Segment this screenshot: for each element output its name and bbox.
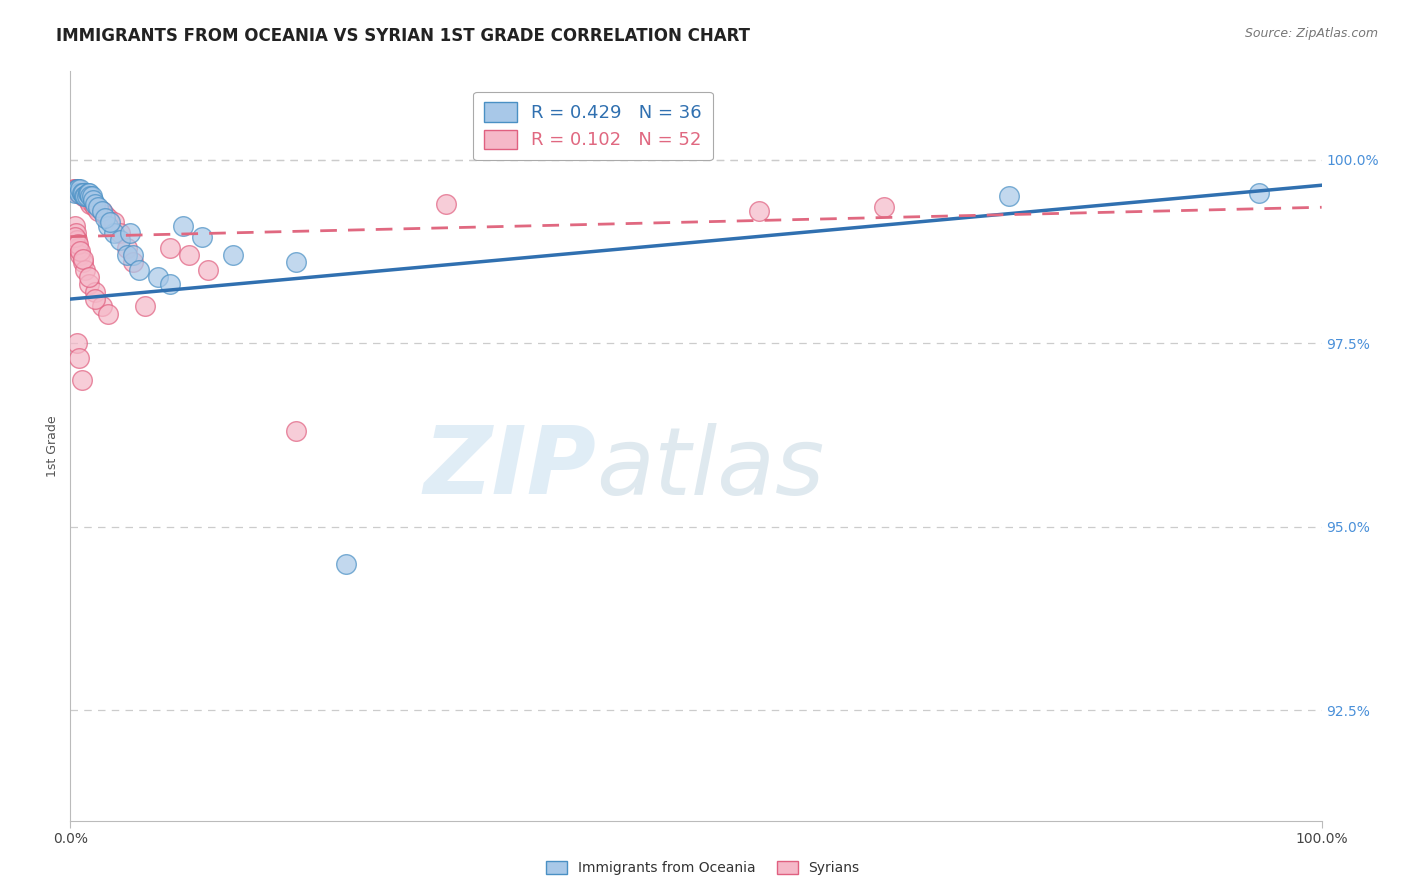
- Point: [134, 300, 156, 314]
- Point: [159, 277, 181, 292]
- Point: [77, 186, 100, 200]
- Point: [79, 196, 101, 211]
- Point: [179, 248, 201, 262]
- Text: ZIP: ZIP: [423, 423, 596, 515]
- Point: [72, 189, 94, 203]
- Point: [69, 182, 91, 196]
- Point: [77, 270, 100, 285]
- Point: [335, 557, 357, 571]
- Text: IMMIGRANTS FROM OCEANIA VS SYRIAN 1ST GRADE CORRELATION CHART: IMMIGRANTS FROM OCEANIA VS SYRIAN 1ST GR…: [56, 27, 751, 45]
- Point: [97, 219, 120, 233]
- Point: [1249, 186, 1271, 200]
- Point: [87, 200, 110, 214]
- Point: [94, 211, 117, 226]
- Point: [73, 189, 96, 203]
- Point: [98, 215, 121, 229]
- Point: [90, 203, 112, 218]
- Point: [84, 292, 107, 306]
- Point: [66, 182, 89, 196]
- Point: [146, 270, 169, 285]
- Point: [66, 186, 89, 200]
- Point: [65, 182, 87, 196]
- Point: [77, 193, 100, 207]
- Point: [65, 182, 87, 196]
- Point: [90, 203, 112, 218]
- Legend: Immigrants from Oceania, Syrians: Immigrants from Oceania, Syrians: [541, 855, 865, 880]
- Point: [872, 200, 894, 214]
- Point: [75, 189, 97, 203]
- Point: [121, 255, 145, 269]
- Point: [69, 248, 91, 262]
- Point: [97, 211, 120, 226]
- Point: [115, 248, 138, 262]
- Point: [84, 196, 107, 211]
- Point: [103, 226, 125, 240]
- Point: [67, 351, 90, 365]
- Point: [72, 252, 94, 266]
- Point: [84, 285, 107, 299]
- Point: [63, 219, 86, 233]
- Point: [70, 186, 93, 200]
- Point: [84, 200, 107, 214]
- Point: [120, 226, 142, 240]
- Point: [67, 241, 90, 255]
- Point: [65, 229, 87, 244]
- Point: [75, 262, 97, 277]
- Point: [284, 425, 307, 439]
- Point: [65, 336, 87, 351]
- Point: [69, 186, 91, 200]
- Point: [65, 226, 87, 240]
- Point: [66, 237, 89, 252]
- Point: [76, 189, 98, 203]
- Point: [70, 373, 93, 387]
- Point: [65, 182, 87, 196]
- Point: [75, 189, 97, 203]
- Point: [65, 186, 87, 200]
- Point: [63, 182, 86, 196]
- Point: [76, 186, 98, 200]
- Point: [115, 241, 138, 255]
- Point: [76, 189, 98, 203]
- Point: [87, 203, 110, 218]
- Point: [110, 226, 132, 240]
- Point: [110, 233, 132, 247]
- Point: [222, 248, 245, 262]
- Point: [72, 186, 94, 200]
- Point: [80, 189, 103, 203]
- Point: [197, 262, 219, 277]
- Point: [72, 255, 94, 269]
- Point: [82, 196, 104, 211]
- Point: [997, 189, 1019, 203]
- Point: [90, 300, 112, 314]
- Point: [172, 219, 194, 233]
- Point: [82, 193, 104, 207]
- Point: [190, 229, 212, 244]
- Point: [77, 277, 100, 292]
- Point: [103, 215, 125, 229]
- Text: atlas: atlas: [596, 423, 824, 514]
- Legend: R = 0.429   N = 36, R = 0.102   N = 52: R = 0.429 N = 36, R = 0.102 N = 52: [474, 92, 713, 161]
- Point: [67, 186, 90, 200]
- Point: [94, 208, 117, 222]
- Point: [284, 255, 307, 269]
- Point: [128, 262, 150, 277]
- Point: [159, 241, 181, 255]
- Point: [748, 203, 770, 218]
- Y-axis label: 1st Grade: 1st Grade: [46, 415, 59, 477]
- Text: Source: ZipAtlas.com: Source: ZipAtlas.com: [1244, 27, 1378, 40]
- Point: [73, 189, 96, 203]
- Point: [121, 248, 145, 262]
- Point: [69, 244, 91, 259]
- Point: [70, 186, 93, 200]
- Point: [67, 186, 90, 200]
- Point: [434, 196, 457, 211]
- Point: [66, 233, 89, 247]
- Point: [79, 189, 101, 203]
- Point: [76, 193, 98, 207]
- Point: [97, 307, 120, 321]
